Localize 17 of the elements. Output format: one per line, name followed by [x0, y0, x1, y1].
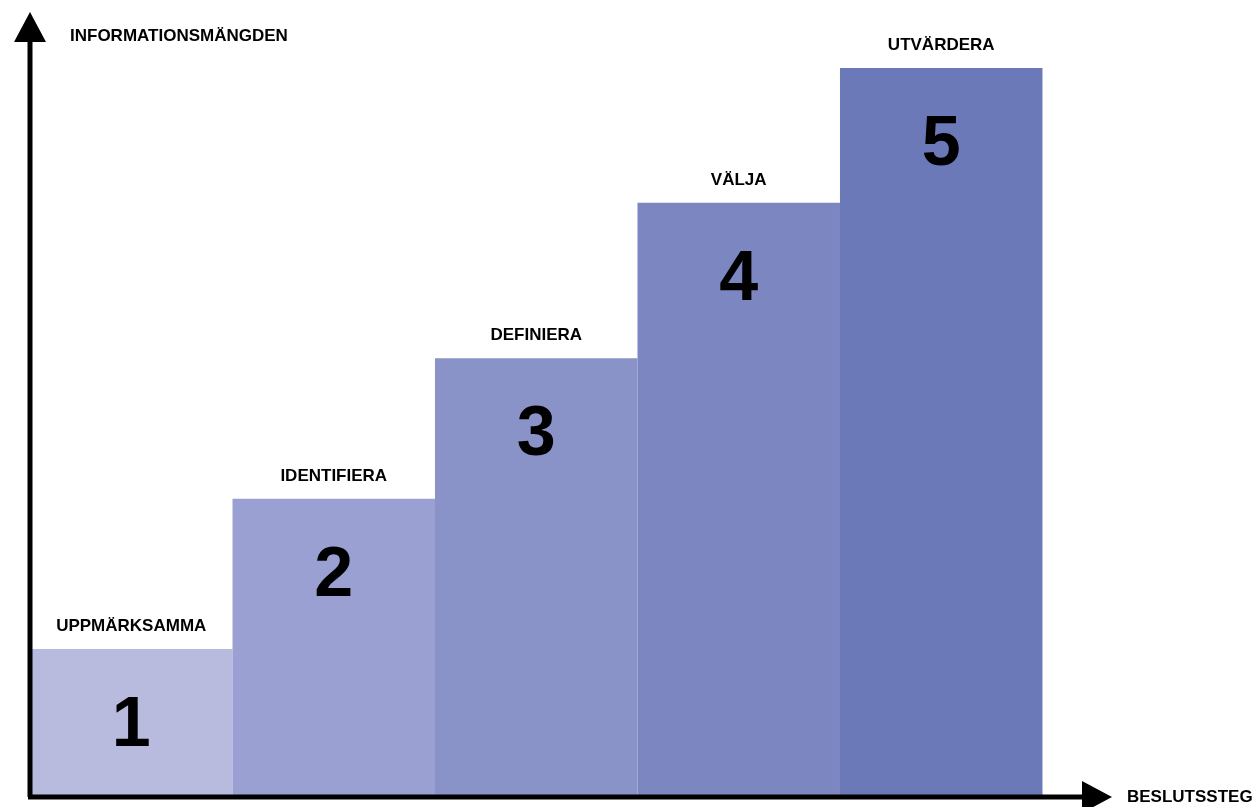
bar	[637, 202, 840, 797]
y-axis-title: INFORMATIONSMÄNGDEN	[70, 26, 288, 46]
x-tick-label: DEFINIERA	[490, 325, 583, 345]
bar	[839, 68, 1043, 797]
annotation: 4	[719, 236, 759, 315]
annotation: 3	[516, 392, 556, 471]
x-tick-label: UTVÄRDERA	[887, 35, 995, 54]
annotation: 1	[111, 683, 151, 762]
annotation: 2	[314, 532, 354, 611]
bar	[434, 358, 638, 797]
bar	[30, 649, 233, 797]
x-axis-title: BESLUTSSTEG	[1127, 787, 1252, 807]
x-tick-label: VÄLJA	[710, 169, 767, 189]
bar	[232, 498, 435, 797]
annotation: 5	[921, 102, 961, 180]
x-tick-label: IDENTIFIERA	[280, 465, 388, 485]
x-tick-label: UPPMÄRKSAMMA	[56, 616, 207, 636]
